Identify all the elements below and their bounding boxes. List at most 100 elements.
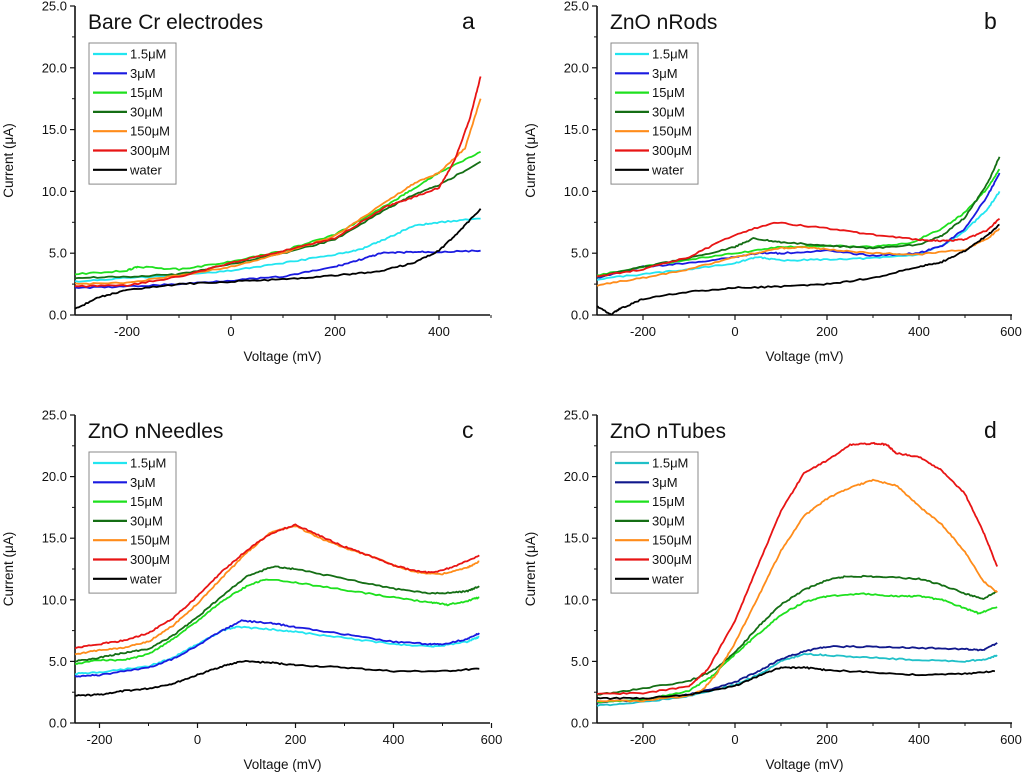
y-tick-label: 5.0 — [571, 246, 589, 261]
series-line-300M — [596, 441, 999, 695]
y-axis-label: Current (μA) — [523, 532, 538, 607]
y-tick-label: 5.0 — [49, 246, 67, 261]
x-tick-label: -200 — [86, 732, 112, 747]
x-tick-label: 200 — [285, 732, 307, 747]
series-line-1.5M — [74, 217, 481, 283]
series-line-300M — [596, 217, 1001, 278]
legend-entry: 1.5μM — [652, 456, 688, 471]
panel-label: d — [984, 417, 997, 443]
legend-box — [610, 42, 699, 185]
y-tick-label: 25.0 — [564, 408, 589, 423]
y-tick-label: 10.0 — [42, 592, 67, 607]
panel-b: 0.0 5.0 10.0 15.0 20.0 25.0 -200 0 200 400 600 Volt… — [523, 0, 1022, 364]
legend-entry: 1.5μM — [652, 47, 688, 62]
panel-c: 0.0 5.0 10.0 15.0 20.0 25.0 -200 0 200 400 600 Volt… — [1, 408, 502, 773]
series-line-15M — [596, 592, 998, 704]
x-tick-label: 0 — [731, 732, 738, 747]
y-tick-label: 15.0 — [564, 122, 589, 137]
y-axis-label: Current (μA) — [523, 123, 538, 198]
series-line-3M — [596, 642, 998, 704]
y-tick-label: 0.0 — [49, 716, 67, 731]
x-tick-label: 600 — [1000, 732, 1022, 747]
y-tick-label: 15.0 — [564, 531, 589, 546]
x-tick-label: 400 — [908, 324, 930, 339]
x-tick-label: -200 — [630, 324, 656, 339]
x-tick-label: 0 — [731, 324, 738, 339]
y-tick-label: 5.0 — [49, 654, 67, 669]
y-axis-label: Current (μA) — [1, 532, 16, 607]
panel-title: ZnO nTubes — [610, 420, 726, 443]
x-tick-label: -200 — [630, 732, 656, 747]
legend-box — [610, 451, 699, 594]
legend-entry: 15μM — [130, 494, 163, 509]
legend-entry: 3μM — [652, 475, 678, 490]
x-tick-label: 600 — [481, 732, 503, 747]
series-line-1.5M — [74, 625, 480, 676]
y-tick-label: 20.0 — [564, 469, 589, 484]
legend-entry: 3μM — [130, 66, 156, 81]
legend-entry: water — [651, 571, 684, 586]
y-tick-label: 5.0 — [571, 654, 589, 669]
x-axis-label: Voltage (mV) — [765, 757, 843, 772]
legend-entry: 15μM — [652, 494, 685, 509]
legend-entry: 300μM — [130, 143, 170, 158]
y-tick-label: 10.0 — [42, 184, 67, 199]
series-line-3M — [74, 249, 481, 289]
series-line-150M — [596, 478, 998, 703]
x-tick-label: 200 — [816, 324, 838, 339]
legend-entry: water — [651, 162, 684, 177]
y-axis-label: Current (μA) — [1, 123, 16, 198]
series-line-water — [74, 208, 482, 310]
legend-entry: 150μM — [130, 533, 170, 548]
legend-box — [88, 42, 177, 185]
series-line-water — [596, 223, 1000, 316]
panel-title: ZnO nNeedles — [88, 420, 223, 443]
y-tick-label: 0.0 — [571, 716, 589, 731]
legend-entry: 300μM — [652, 143, 692, 158]
series-line-30M — [74, 160, 482, 280]
x-tick-label: 200 — [816, 732, 838, 747]
y-tick-label: 20.0 — [564, 60, 589, 75]
legend-entry: 1.5μM — [130, 47, 166, 62]
legend-entry: 15μM — [130, 85, 163, 100]
panel-d: 0.0 5.0 10.0 15.0 20.0 25.0 -200 0 200 400 600 Volt… — [523, 408, 1022, 773]
series-line-1.5M — [596, 191, 1001, 281]
series-line-150M — [74, 98, 482, 286]
y-tick-label: 20.0 — [42, 60, 67, 75]
y-tick-label: 25.0 — [42, 0, 67, 14]
series-line-30M — [596, 574, 998, 696]
x-axis-label: Voltage (mV) — [243, 757, 321, 772]
y-tick-label: 15.0 — [42, 531, 67, 546]
y-tick-label: 10.0 — [564, 184, 589, 199]
legend-entry: 3μM — [652, 66, 678, 81]
series-line-15M — [74, 578, 480, 665]
panel-label: c — [462, 417, 474, 443]
legend-entry: 15μM — [652, 85, 685, 100]
legend-entry: 30μM — [130, 104, 163, 119]
y-tick-label: 25.0 — [564, 0, 589, 14]
legend-entry: 150μM — [130, 124, 170, 139]
legend-entry: 30μM — [652, 513, 685, 528]
x-tick-label: -200 — [114, 324, 140, 339]
series-line-300M — [74, 76, 482, 288]
y-tick-label: 0.0 — [571, 308, 589, 323]
panel-label: a — [462, 8, 475, 34]
legend-entry: 30μM — [652, 104, 685, 119]
legend-entry: 150μM — [652, 124, 692, 139]
x-tick-label: 200 — [324, 324, 346, 339]
x-tick-label: 400 — [383, 732, 405, 747]
legend-entry: water — [129, 162, 162, 177]
legend-entry: 1.5μM — [130, 456, 166, 471]
series-line-300M — [74, 523, 480, 650]
legend-entry: 3μM — [130, 475, 156, 490]
panel-title: ZnO nRods — [610, 11, 717, 34]
y-tick-label: 20.0 — [42, 469, 67, 484]
series-line-water — [74, 660, 480, 697]
legend-box — [88, 451, 177, 594]
y-tick-label: 10.0 — [564, 592, 589, 607]
x-tick-label: 600 — [1000, 324, 1022, 339]
legend-entry: 30μM — [130, 513, 163, 528]
y-tick-label: 0.0 — [49, 308, 67, 323]
x-tick-label: 0 — [227, 324, 234, 339]
